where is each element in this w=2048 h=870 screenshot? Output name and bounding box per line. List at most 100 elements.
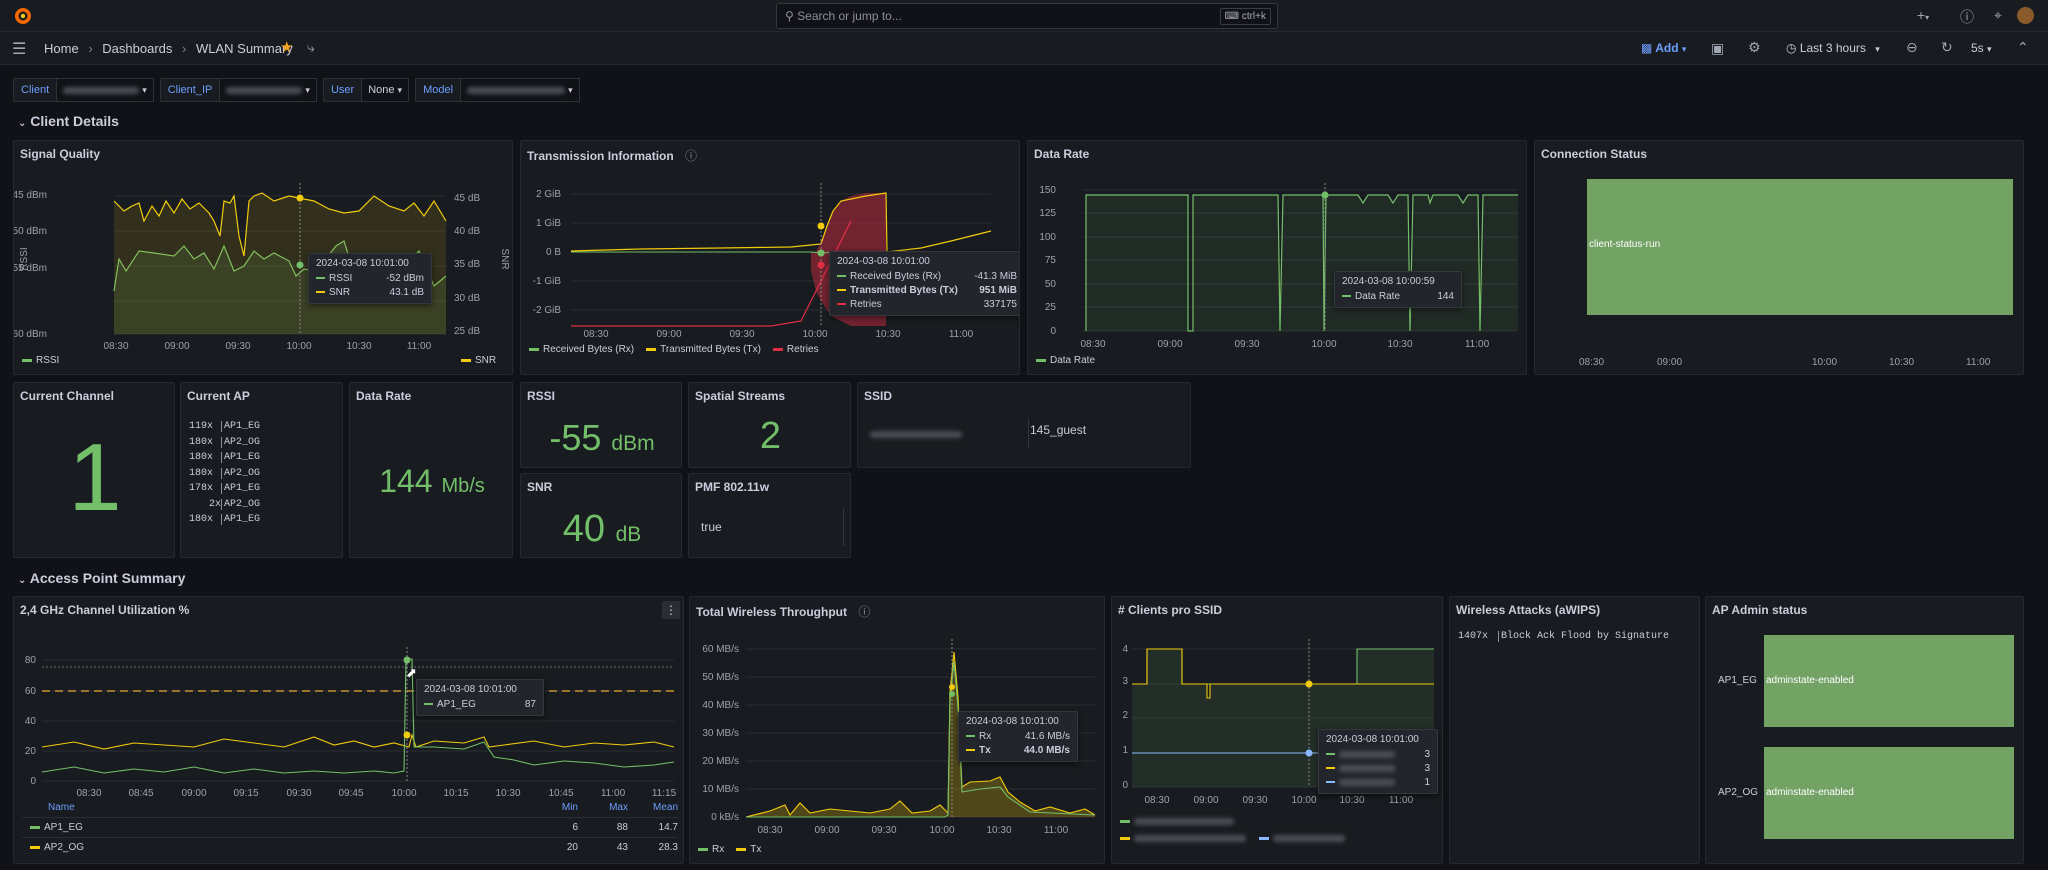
- legend-item-rssi[interactable]: RSSI: [22, 355, 59, 366]
- collapse-chevron-up-icon[interactable]: ⌃: [2017, 39, 2029, 55]
- row-client-details[interactable]: ⌄ Client Details: [18, 113, 119, 129]
- variable-model-select[interactable]: ▾: [461, 78, 580, 102]
- legend-item-rx[interactable]: Rx: [698, 844, 724, 855]
- legend-item-snr[interactable]: SNR: [461, 355, 496, 366]
- legend-item-tx[interactable]: Transmitted Bytes (Tx): [646, 344, 761, 355]
- settings-gear-icon[interactable]: ⚙: [1748, 39, 1761, 55]
- svg-text:10:00: 10:00: [802, 329, 827, 340]
- legend-item-rx[interactable]: Received Bytes (Rx): [529, 344, 634, 355]
- svg-text:-2 GiB: -2 GiB: [533, 305, 562, 316]
- zoom-out-icon[interactable]: ⊖: [1906, 39, 1918, 55]
- panel-title: PMF 802.11w: [695, 480, 770, 494]
- variable-model[interactable]: Model ▾: [415, 78, 580, 102]
- refresh-interval-picker[interactable]: 5s ▾: [1971, 41, 1992, 55]
- legend-table-row[interactable]: AP2_OG 20 43 28.3: [22, 838, 678, 857]
- panel-current-channel[interactable]: Current Channel 1: [13, 382, 175, 558]
- top-bar: ⚲ Search or jump to... ⌨ ctrl+k +▾ ⓘ ⌖: [0, 0, 2048, 32]
- panel-connection-status[interactable]: Connection Status client-status-run 08:3…: [1534, 140, 2024, 375]
- variable-user[interactable]: User None ▾: [322, 78, 410, 102]
- legend-table-row[interactable]: AP1_EG 6 88 14.7: [22, 818, 678, 838]
- panel-current-ap[interactable]: Current AP 119x AP1_EG 180x AP2_OG 180x AP1…: [180, 382, 343, 558]
- panel-ap-admin-status[interactable]: AP Admin status AP1_EG adminstate-enable…: [1705, 596, 2024, 864]
- add-button[interactable]: ▩ Add ▾: [1641, 41, 1687, 55]
- legend-item-retries[interactable]: Retries: [772, 344, 819, 355]
- legend-item-tx[interactable]: Tx: [736, 844, 761, 855]
- channel-utilization-chart[interactable]: 80 60 40 20 0 08:30 08:45 09:00 09:15 09…: [14, 597, 684, 864]
- menu-hamburger-icon[interactable]: ☰: [12, 41, 27, 58]
- panel-menu-icon[interactable]: ⋮: [662, 601, 680, 619]
- grafana-logo-icon[interactable]: [13, 6, 33, 26]
- svg-text:11:00: 11:00: [949, 329, 974, 340]
- panel-signal-quality[interactable]: Signal Quality -45 dBm -50 dBm -55 dBm -…: [13, 140, 513, 375]
- svg-text:25: 25: [1045, 302, 1057, 313]
- clock-icon: ◷: [1786, 41, 1797, 55]
- news-rss-icon[interactable]: ⌖: [1994, 7, 2002, 23]
- panel-transmission-information[interactable]: Transmission Information ⓘ 2 GiB 1 GiB 0…: [520, 140, 1020, 375]
- stat-value: -55 dBm: [549, 417, 655, 458]
- chart-legend: Rx Tx: [698, 844, 761, 855]
- favorite-star-icon[interactable]: ★: [280, 39, 294, 56]
- panel-pmf[interactable]: PMF 802.11w true: [688, 473, 851, 558]
- svg-text:10:00: 10:00: [929, 825, 954, 836]
- dashboard-nav-bar: ☰ Home › Dashboards › WLAN Summary ★ ⤷ ▩…: [0, 32, 2048, 65]
- panel-total-wireless-throughput[interactable]: Total Wireless Throughput ⓘ 60 MB/s 50 M…: [689, 596, 1105, 864]
- user-avatar[interactable]: [2017, 7, 2034, 24]
- status-timeline-bar[interactable]: client-status-run: [1587, 179, 2013, 315]
- admin-state-bar[interactable]: adminstate-enabled: [1764, 635, 2014, 727]
- stat-value: 1: [68, 424, 122, 531]
- variable-client-ip[interactable]: Client_IP ▾: [159, 78, 317, 102]
- panel-rssi-stat[interactable]: RSSI -55 dBm: [520, 382, 682, 468]
- svg-text:10:00: 10:00: [391, 788, 416, 799]
- save-dashboard-icon[interactable]: ▣: [1711, 40, 1725, 56]
- info-icon: ⓘ: [858, 605, 871, 619]
- svg-text:08:30: 08:30: [583, 329, 608, 340]
- svg-text:125: 125: [1039, 208, 1056, 219]
- legend-item-data-rate[interactable]: Data Rate: [1036, 355, 1095, 366]
- svg-text:11:00: 11:00: [601, 788, 626, 799]
- svg-text:10:15: 10:15: [443, 788, 468, 799]
- panel-title: Total Wireless Throughput ⓘ: [696, 605, 871, 619]
- svg-text:30 dB: 30 dB: [454, 293, 480, 304]
- share-icon[interactable]: ⤷: [307, 39, 315, 55]
- search-input[interactable]: ⚲ Search or jump to... ⌨ ctrl+k: [776, 3, 1278, 29]
- svg-text:09:30: 09:30: [1234, 339, 1259, 350]
- panel-data-rate-stat[interactable]: Data Rate 144 Mb/s: [349, 382, 513, 558]
- row-access-point-summary[interactable]: ⌄ Access Point Summary: [18, 570, 186, 586]
- svg-text:0 kB/s: 0 kB/s: [711, 812, 739, 823]
- panel-snr-stat[interactable]: SNR 40 dB: [520, 473, 682, 558]
- panel-ssid[interactable]: SSID 145_guest: [857, 382, 1191, 468]
- variable-user-select[interactable]: None ▾: [362, 78, 410, 102]
- breadcrumb-dashboards[interactable]: Dashboards: [102, 41, 173, 56]
- svg-text:-45 dBm: -45 dBm: [14, 190, 47, 201]
- chart-tooltip: 2024-03-08 10:01:00 Rx 41.6 MB/s Tx 44.0 M…: [958, 711, 1078, 762]
- panel-data-rate-chart[interactable]: Data Rate 150 125 100 75 50 25 0 08:30 0…: [1027, 140, 1527, 375]
- variable-client-ip-select[interactable]: ▾: [220, 78, 317, 102]
- variable-client-select[interactable]: ▾: [57, 78, 154, 102]
- svg-text:40 MB/s: 40 MB/s: [702, 700, 739, 711]
- panel-channel-utilization[interactable]: 2,4 GHz Channel Utilization % ⋮ 80 60 40…: [13, 596, 684, 864]
- panel-title: RSSI: [527, 389, 556, 403]
- admin-state-bar[interactable]: adminstate-enabled: [1764, 747, 2014, 839]
- variable-client[interactable]: Client ▾: [13, 78, 154, 102]
- panel-clients-per-ssid[interactable]: # Clients pro SSID 4 3 2 1 0 08:30 09:00…: [1111, 596, 1443, 864]
- svg-text:09:30: 09:30: [225, 341, 250, 352]
- svg-text:4: 4: [1122, 644, 1128, 655]
- panel-title: SSID: [864, 389, 893, 403]
- svg-text:08:30: 08:30: [1080, 339, 1105, 350]
- svg-text:80: 80: [25, 655, 37, 666]
- time-range-picker[interactable]: ◷ Last 3 hours ▾: [1786, 41, 1880, 55]
- svg-text:3: 3: [1122, 676, 1128, 687]
- svg-text:50: 50: [1045, 279, 1057, 290]
- breadcrumb-home[interactable]: Home: [44, 41, 79, 56]
- signal-quality-chart[interactable]: -45 dBm -50 dBm -55 dBm -60 dBm 45 dB 40…: [14, 141, 513, 375]
- help-icon[interactable]: ⓘ: [1960, 9, 1974, 25]
- legend-item-ssid-1[interactable]: [1120, 813, 1345, 830]
- legend-item-ssid-2[interactable]: [1120, 830, 1345, 847]
- refresh-icon[interactable]: ↻: [1941, 39, 1953, 55]
- new-plus-icon[interactable]: +▾: [1916, 7, 1930, 23]
- data-rate-chart[interactable]: 150 125 100 75 50 25 0 08:30 09:00 09:30…: [1028, 141, 1527, 375]
- panel-wireless-attacks[interactable]: Wireless Attacks (aWIPS) 1407x Block Ack…: [1449, 596, 1700, 864]
- breadcrumb-current[interactable]: WLAN Summary: [195, 41, 293, 56]
- log-row: 119x AP1_EG: [189, 421, 261, 432]
- panel-spatial-streams[interactable]: Spatial Streams 2: [688, 382, 851, 468]
